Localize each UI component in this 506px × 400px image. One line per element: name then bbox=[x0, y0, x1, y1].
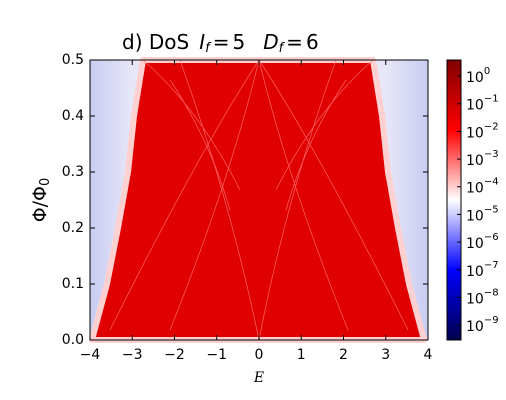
colorbar-tick-exponent: −6 bbox=[484, 232, 499, 243]
y-tick-label: 0.4 bbox=[62, 108, 84, 124]
colorbar-tick-label: 10−1 bbox=[466, 94, 499, 114]
y-tick-label: 0.3 bbox=[62, 164, 84, 180]
colorbar-tick-base: 10 bbox=[466, 319, 484, 335]
colorbar-tick-label: 10−7 bbox=[466, 260, 499, 280]
colorbar-tick-base: 10 bbox=[466, 236, 484, 252]
heatmap bbox=[89, 57, 428, 343]
colorbar-tick-label: 10−2 bbox=[466, 121, 499, 141]
colorbar-tick-exponent: 0 bbox=[484, 66, 490, 77]
y-axis-label-sub: 0 bbox=[38, 178, 53, 186]
title-label: d) bbox=[122, 30, 143, 54]
x-tick-label: −1 bbox=[206, 347, 227, 363]
title-value: 6 bbox=[306, 30, 319, 54]
colorbar-tick-base: 10 bbox=[466, 125, 484, 141]
colorbar bbox=[446, 59, 462, 341]
title-sub: f bbox=[205, 41, 212, 56]
x-tick-label: 1 bbox=[297, 347, 306, 363]
colorbar-tick-exponent: −2 bbox=[484, 121, 499, 132]
colorbar-tick-base: 10 bbox=[466, 98, 484, 114]
x-tick-label: 2 bbox=[339, 347, 348, 363]
x-tick-label: −3 bbox=[122, 347, 143, 363]
title-eq: = bbox=[213, 30, 230, 54]
colorbar-tick-label: 100 bbox=[466, 66, 490, 86]
colorbar-tick-exponent: −4 bbox=[484, 177, 499, 188]
colorbar-tick-base: 10 bbox=[466, 264, 484, 280]
colorbar-tick-exponent: −9 bbox=[484, 315, 499, 326]
colorbar-tick-base: 10 bbox=[466, 153, 484, 169]
colorbar-tick-exponent: −8 bbox=[484, 287, 499, 298]
colorbar-tick-exponent: −1 bbox=[484, 94, 499, 105]
y-tick-label: 0.0 bbox=[62, 332, 84, 348]
colorbar-tick-base: 10 bbox=[466, 291, 484, 307]
butterfly-region bbox=[89, 57, 427, 343]
y-tick-label: 0.2 bbox=[62, 220, 84, 236]
title-sub: f bbox=[279, 41, 286, 56]
y-tick-label: 0.5 bbox=[62, 52, 84, 68]
x-tick-label: 4 bbox=[424, 347, 433, 363]
colorbar-tick-label: 10−5 bbox=[466, 204, 499, 224]
title-name: DoS bbox=[149, 30, 189, 54]
title-value: 5 bbox=[232, 30, 245, 54]
x-tick-label: −2 bbox=[164, 347, 185, 363]
x-tick-label: −4 bbox=[80, 347, 101, 363]
colorbar-tick-label: 10−6 bbox=[466, 232, 499, 252]
title-symbol: I bbox=[199, 30, 205, 54]
x-axis-label: E bbox=[253, 370, 264, 386]
chart-title: d) DoS If = 5 Df = 6 bbox=[122, 30, 319, 56]
y-tick-label: 0.1 bbox=[62, 276, 84, 292]
title-eq: = bbox=[286, 30, 303, 54]
colorbar-tick-exponent: −5 bbox=[484, 204, 499, 215]
butterfly-texture bbox=[109, 59, 409, 341]
x-tick-label: 0 bbox=[255, 347, 264, 363]
colorbar-tick-label: 10−3 bbox=[466, 149, 499, 169]
x-tick-label: 3 bbox=[381, 347, 390, 363]
title-symbol: D bbox=[263, 30, 278, 54]
colorbar-tick-exponent: −3 bbox=[484, 149, 499, 160]
colorbar-tick-exponent: −7 bbox=[484, 260, 499, 271]
colorbar-tick-label: 10−4 bbox=[466, 177, 499, 197]
colorbar-tick-base: 10 bbox=[466, 70, 484, 86]
colorbar-tick-label: 10−9 bbox=[466, 315, 499, 335]
colorbar-tick-label: 10−8 bbox=[466, 287, 499, 307]
colorbar-tick-base: 10 bbox=[466, 208, 484, 224]
y-axis-label: Φ/Φ0 bbox=[29, 178, 53, 223]
colorbar-tick-base: 10 bbox=[466, 181, 484, 197]
y-axis-label-text: Φ/Φ bbox=[29, 186, 51, 222]
